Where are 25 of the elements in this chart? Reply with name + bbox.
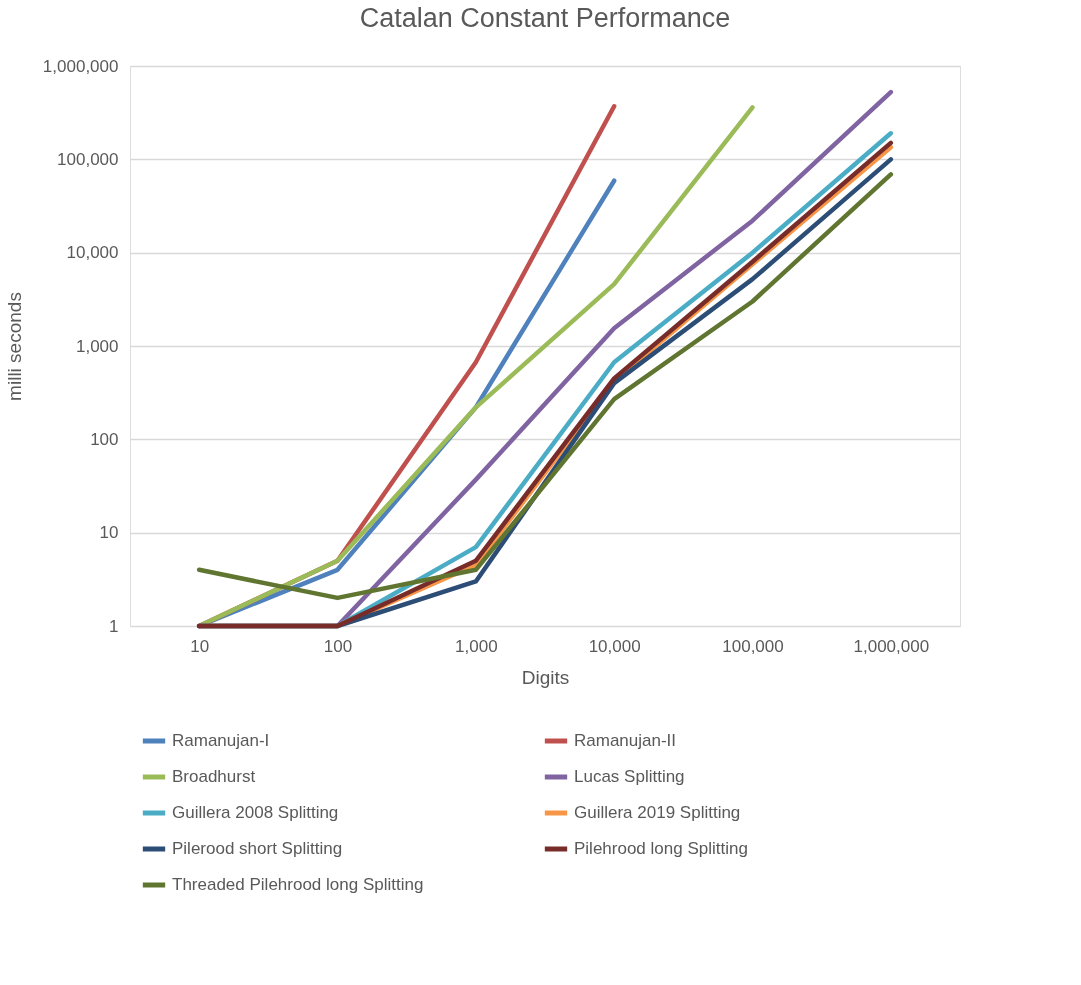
legend-label: Ramanujan-II [574,731,677,750]
y-tick-label: 1 [109,616,119,636]
x-tick-label: 100 [323,636,353,656]
legend-label: Pilehrood long Splitting [574,839,748,858]
legend-label: Pilerood short Splitting [172,839,343,858]
legend-label: Threaded Pilehrood long Splitting [172,875,424,894]
x-tick-label: 10 [190,636,210,656]
x-tick-label: 100,000 [722,636,784,656]
y-tick-label: 10 [99,523,119,543]
y-tick-label: 100,000 [57,149,119,169]
legend-label: Lucas Splitting [574,767,685,786]
legend-label: Ramanujan-I [172,731,270,750]
legend-label: Broadhurst [172,767,256,786]
x-tick-label: 10,000 [588,636,641,656]
x-tick-label: 1,000,000 [853,636,930,656]
y-tick-label: 1,000,000 [42,56,119,76]
chart-title: Catalan Constant Performance [359,3,731,33]
x-tick-label: 1,000 [455,636,498,656]
legend-label: Guillera 2019 Splitting [574,803,741,822]
y-tick-label: 1,000 [75,336,119,356]
y-tick-label: 100 [90,429,119,449]
y-tick-label: 10,000 [66,243,119,263]
y-axis-title: milli seconds [3,292,25,401]
legend-label: Guillera 2008 Splitting [172,803,339,822]
x-axis-title: Digits [521,666,570,688]
